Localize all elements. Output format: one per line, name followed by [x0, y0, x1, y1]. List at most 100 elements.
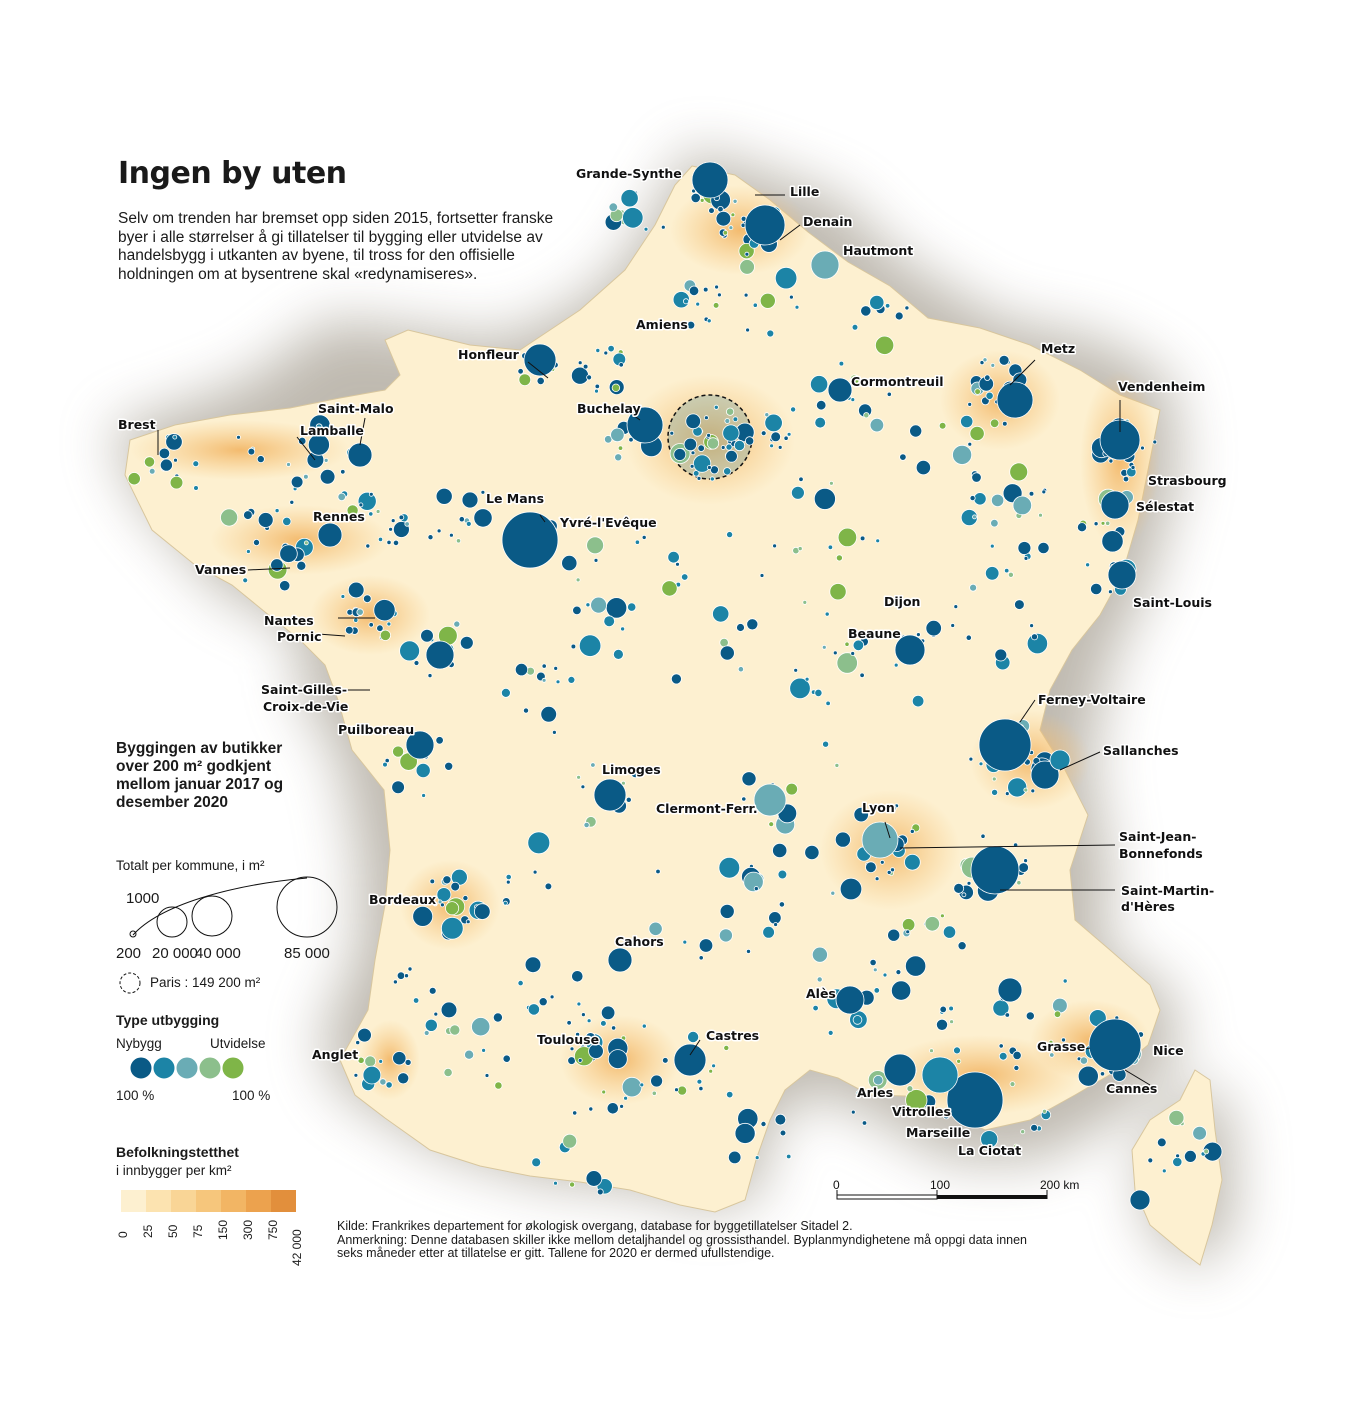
commune-circle: [379, 629, 391, 641]
commune-circle: [669, 430, 675, 436]
density-legend-subtitle: i innbygger per km²: [116, 1163, 232, 1178]
commune-circle: [243, 510, 253, 520]
commune-circle: [595, 347, 601, 353]
commune-circle: [708, 1068, 714, 1074]
commune-circle: [613, 649, 624, 660]
commune-circle: [998, 1051, 1008, 1061]
commune-circle: [886, 391, 892, 397]
commune-circle: [577, 360, 583, 366]
intro-text: Selv om trenden har bremset opp siden 20…: [118, 210, 554, 283]
commune-circle: [773, 922, 778, 927]
commune-circle: [738, 243, 755, 260]
commune-circle: [505, 873, 512, 881]
city-label: Anglet: [312, 1047, 358, 1062]
commune-circle: [852, 1015, 863, 1025]
commune-circle: [346, 504, 359, 517]
commune-circle: [695, 301, 701, 307]
city-label: Rennes: [313, 509, 365, 524]
commune-circle: [1152, 439, 1158, 445]
commune-circle: [890, 980, 912, 1001]
commune-circle: [553, 1180, 558, 1186]
commune-circle: [884, 303, 891, 309]
commune-circle: [865, 861, 877, 873]
commune-circle: [712, 302, 720, 309]
commune-circle: [1172, 1156, 1183, 1168]
city-label: Cormontreuil: [851, 374, 944, 389]
commune-circle: [1052, 997, 1068, 1014]
commune-circle: [392, 539, 400, 547]
commune-circle: [667, 551, 680, 564]
source-note: Kilde: Frankrikes departement for økolog…: [337, 1219, 1027, 1261]
city-label: Vendenheim: [1118, 379, 1205, 394]
commune-circle: [911, 694, 925, 708]
commune-circle: [421, 793, 427, 798]
commune-circle: [728, 1150, 742, 1165]
commune-circle: [798, 476, 804, 482]
commune-circle: [969, 425, 985, 442]
commune-circle: [980, 833, 986, 839]
commune-circle: [797, 546, 803, 552]
density-swatch: [271, 1190, 296, 1212]
commune-circle: [835, 554, 843, 562]
commune-circle: [443, 1067, 453, 1078]
commune-circle: [643, 226, 649, 232]
commune-circle: [661, 1057, 669, 1064]
city-label: Bordeaux: [369, 892, 436, 907]
commune-circle: [998, 354, 1010, 366]
commune-circle: [1147, 1157, 1154, 1164]
commune-circle: [639, 1082, 645, 1088]
commune-circle: [459, 635, 474, 650]
commune-circle: [696, 1078, 703, 1085]
commune-circle: [373, 599, 396, 622]
commune-circle: [869, 294, 885, 311]
commune-circle: [1099, 1071, 1106, 1077]
commune-circle: [661, 580, 678, 597]
commune-circle: [764, 413, 783, 433]
commune-circle: [759, 573, 765, 578]
commune-circle: [670, 673, 682, 685]
commune-circle: [368, 622, 374, 628]
density-swatch: [221, 1190, 246, 1212]
commune-circle: [1048, 1039, 1054, 1045]
commune-circle: [754, 1155, 760, 1160]
commune-circle: [909, 424, 923, 438]
commune-circle: [783, 435, 789, 441]
commune-circle: [991, 776, 997, 782]
commune-circle: [158, 447, 171, 460]
commune-circle: [1037, 541, 1050, 555]
commune-circle: [816, 400, 827, 411]
commune-circle: [1077, 522, 1088, 533]
city-label: Bonnefonds: [1119, 846, 1203, 861]
commune-circle: [356, 608, 364, 616]
commune-circle: [949, 1019, 954, 1025]
commune-circle: [706, 432, 711, 438]
commune-circle: [423, 1030, 430, 1036]
commune-circle: [942, 925, 957, 939]
commune-circle: [148, 467, 156, 475]
commune-circle: [523, 343, 557, 377]
commune-circle: [887, 928, 901, 942]
city-label: Arles: [857, 1085, 893, 1100]
commune-circle: [1161, 1168, 1167, 1174]
scale-bar: 0 100 200 km: [833, 1178, 1079, 1200]
commune-circle: [464, 1049, 475, 1060]
city-label: Metz: [1041, 341, 1075, 356]
commune-circle: [834, 762, 840, 768]
commune-circle: [816, 976, 823, 983]
commune-circle: [384, 757, 390, 764]
city-label: Saint-Louis: [1133, 595, 1212, 610]
commune-circle: [596, 1188, 604, 1196]
commune-circle: [829, 583, 847, 601]
density-tick: 42 000: [290, 1229, 304, 1266]
commune-circle: [282, 516, 292, 527]
commune-circle: [1007, 571, 1014, 578]
commune-circle: [435, 736, 444, 745]
commune-circle: [985, 566, 1000, 581]
commune-circle: [732, 416, 739, 423]
commune-circle: [517, 979, 524, 987]
commune-circle: [965, 634, 972, 641]
commune-circle: [882, 972, 888, 978]
commune-circle: [1038, 512, 1043, 518]
commune-circle: [979, 360, 985, 366]
